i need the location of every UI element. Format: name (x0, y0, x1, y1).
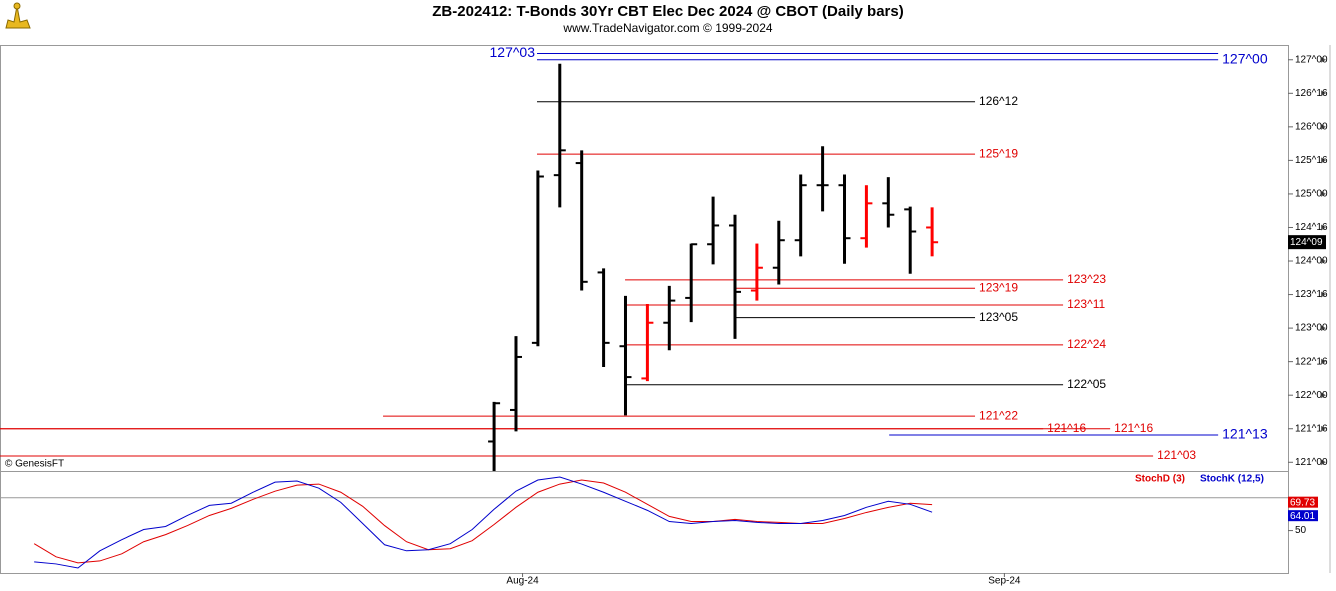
y-tick-label: 125^16 (1295, 155, 1328, 166)
y-tick-arrow (1321, 56, 1326, 63)
y-tick-label: 50 (1295, 525, 1307, 536)
y-tick-label: 126^00 (1295, 121, 1328, 132)
level-label: 127^03 (490, 44, 536, 60)
y-tick-arrow (1321, 190, 1326, 197)
level-label: 123^19 (979, 280, 1018, 294)
y-tick-arrow (1321, 392, 1326, 399)
y-tick-label: 125^00 (1295, 189, 1328, 200)
level-label: 127^00 (1222, 50, 1268, 66)
y-tick-arrow (1321, 459, 1326, 466)
last-price-box (1288, 235, 1326, 250)
y-tick-label: 123^16 (1295, 289, 1328, 300)
level-label: 122^05 (1067, 377, 1106, 391)
x-tick-label: Sep-24 (988, 576, 1021, 587)
y-tick-label: 123^00 (1295, 323, 1328, 334)
level-label: 122^24 (1067, 337, 1106, 351)
y-tick-label: 122^00 (1295, 390, 1328, 401)
y-tick-arrow (1321, 157, 1326, 164)
y-tick-arrow (1321, 425, 1326, 432)
last-value-label: 64.01 (1290, 511, 1315, 522)
annotation: © GenesisFT (5, 459, 64, 470)
sub-panel-frame (0, 471, 1289, 574)
y-tick-label: 124^00 (1295, 256, 1328, 267)
level-label: 123^11 (1067, 297, 1105, 311)
y-tick-label: 127^00 (1295, 54, 1328, 65)
y-tick-label: 121^00 (1295, 457, 1328, 468)
y-tick-arrow (1321, 123, 1326, 130)
y-tick-label: 121^16 (1295, 423, 1328, 434)
stoch-line (33, 479, 933, 564)
last-price-label: 124^09 (1290, 237, 1323, 248)
y-tick-arrow (1321, 258, 1326, 265)
level-label: 126^12 (979, 94, 1018, 108)
level-label: 125^19 (979, 146, 1018, 160)
last-value-box (1288, 496, 1318, 508)
y-tick-arrow (1321, 224, 1326, 231)
x-tick-label: Aug-24 (506, 576, 539, 587)
y-tick-arrow (1321, 358, 1326, 365)
level-label: 121^16 (1047, 421, 1086, 435)
level-label: 121^22 (979, 408, 1018, 422)
last-value-box (1288, 510, 1318, 522)
y-tick-arrow (1321, 325, 1326, 332)
level-label: 121^16 (1114, 421, 1153, 435)
y-tick-label: 124^16 (1295, 222, 1328, 233)
y-tick-arrow (1321, 90, 1326, 97)
chart-title: ZB-202412: T-Bonds 30Yr CBT Elec Dec 202… (432, 3, 903, 20)
level-label: 123^05 (979, 310, 1018, 324)
y-tick-arrow (1321, 291, 1326, 298)
legend-entry: StochD (3) (1135, 474, 1185, 485)
level-label: 121^13 (1222, 426, 1268, 442)
level-label: 121^03 (1157, 448, 1196, 462)
chart-subtitle: www.TradeNavigator.com © 1999-2024 (562, 21, 772, 35)
logo (5, 2, 31, 29)
level-label: 123^23 (1067, 272, 1106, 286)
y-tick-label: 122^16 (1295, 356, 1328, 367)
y-tick-label: 126^16 (1295, 88, 1328, 99)
legend-entry: StochK (12,5) (1200, 474, 1264, 485)
stoch-line (34, 476, 933, 569)
last-value-label: 69.73 (1290, 497, 1315, 508)
